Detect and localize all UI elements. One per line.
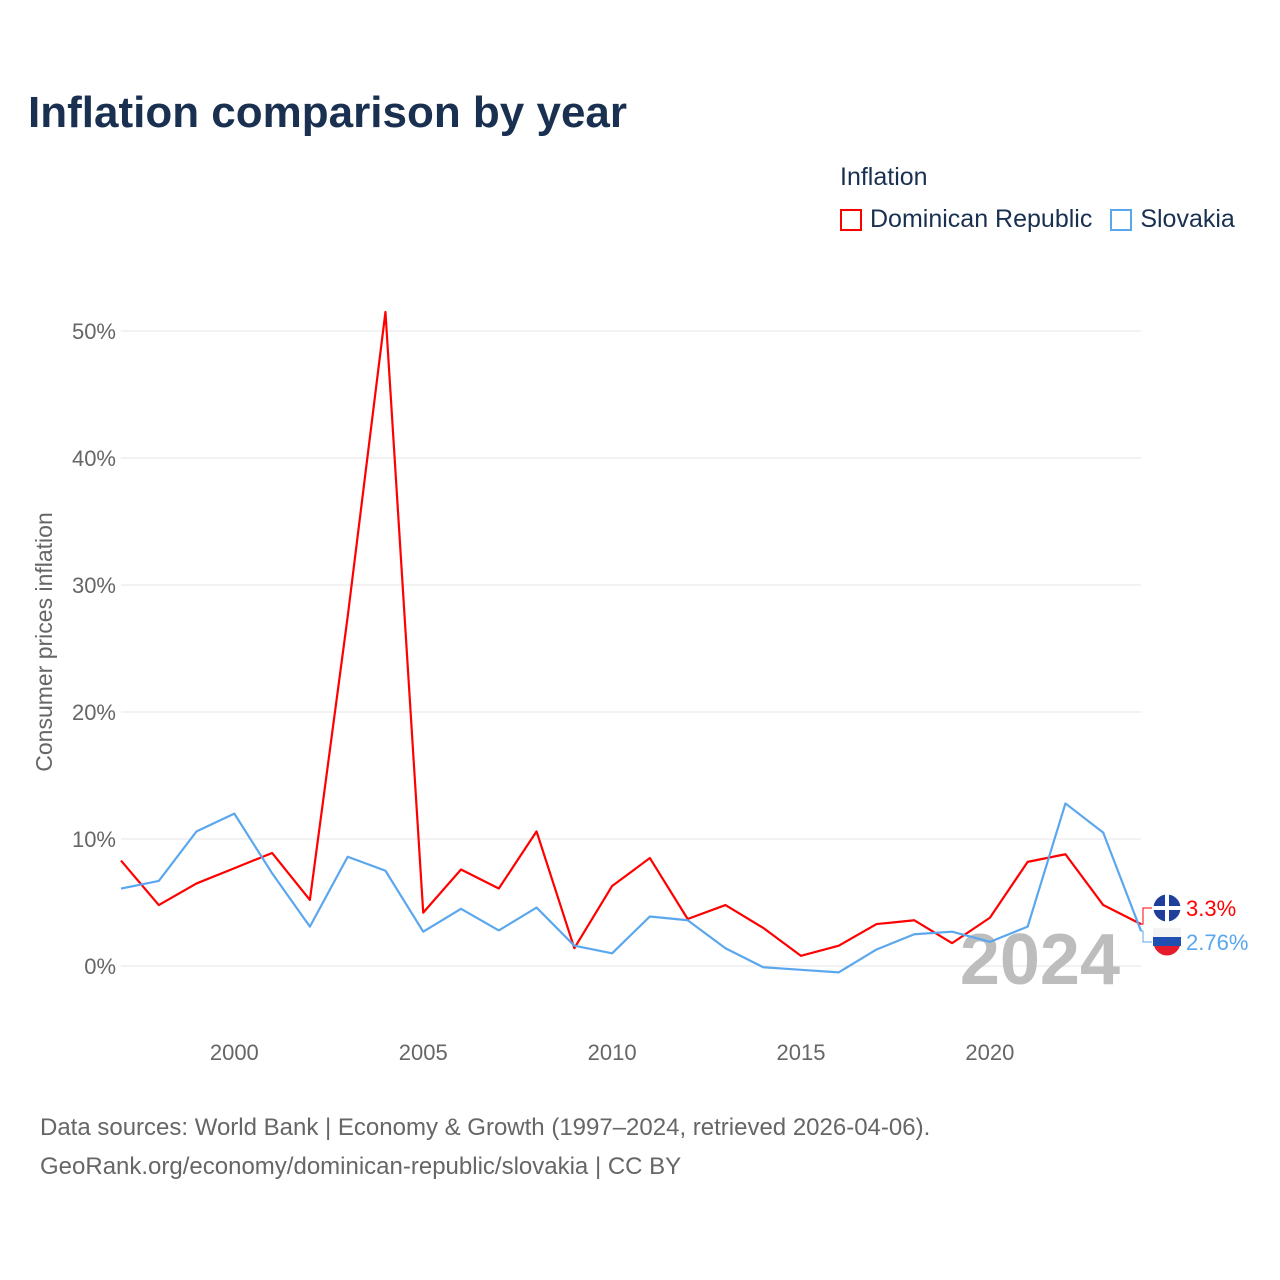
y-tick-label: 50%	[72, 319, 116, 344]
flag-icon-stripe	[1153, 937, 1181, 946]
legend-item-dominican-republic[interactable]: Dominican Republic	[840, 205, 1092, 234]
legend-swatch	[1110, 208, 1133, 231]
series-line-slovakia	[120, 802, 1143, 974]
legend-label: Slovakia	[1140, 205, 1235, 233]
end-value-label: 2.76%	[1186, 930, 1248, 955]
y-tick-label: 10%	[72, 827, 116, 852]
plot-area: 0% 10% 20% 30% 40% 50% 2000 2005 2010 2015 2020 Con…	[31, 310, 1248, 1065]
legend-label: Dominican Republic	[870, 205, 1093, 233]
y-tick-label: 0%	[84, 954, 116, 979]
end-label-connector	[1141, 930, 1152, 943]
legend-title: Inflation	[840, 163, 928, 191]
x-tick-label: 2010	[588, 1040, 637, 1065]
source-note: Data sources: World Bank | Economy & Gro…	[40, 1108, 930, 1186]
x-tick-label: 2005	[399, 1040, 448, 1065]
end-value-label: 3.3%	[1186, 896, 1236, 921]
x-tick-label: 2020	[965, 1040, 1014, 1065]
x-tick-label: 2015	[777, 1040, 826, 1065]
y-tick-label: 20%	[72, 700, 116, 725]
legend-swatch	[840, 208, 862, 231]
x-tick-label: 2000	[210, 1040, 259, 1065]
flag-icon-stripe	[1153, 928, 1181, 937]
y-tick-label: 40%	[72, 446, 116, 471]
chart-title: Inflation comparison by year	[28, 88, 628, 137]
source-line-1: Data sources: World Bank | Economy & Gro…	[40, 1114, 931, 1141]
y-tick-label: 30%	[72, 573, 116, 598]
source-line-2[interactable]: GeoRank.org/economy/dominican-republic/s…	[40, 1153, 682, 1180]
legend: Dominican Republic Slovakia	[840, 205, 1235, 234]
y-axis-label: Consumer prices inflation	[31, 512, 57, 772]
end-label-connector	[1141, 907, 1152, 925]
series-line-dominican-republic	[120, 310, 1142, 957]
year-watermark: 2024	[960, 920, 1120, 1000]
flag-icon-cross	[1165, 894, 1169, 922]
legend-item-slovakia[interactable]: Slovakia	[1110, 205, 1235, 234]
